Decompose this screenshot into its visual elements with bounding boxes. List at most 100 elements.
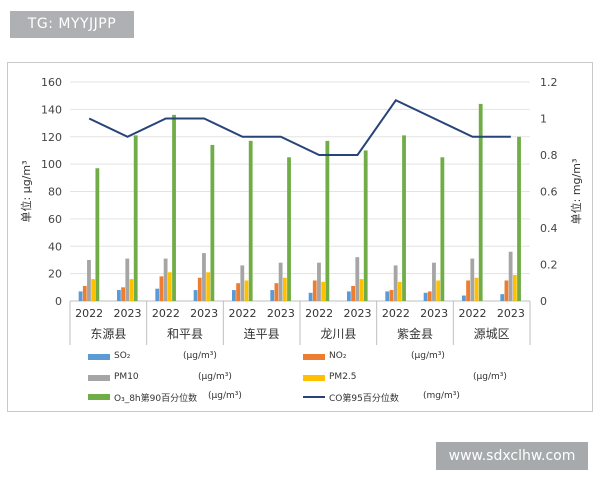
y-axis-title-left: 单位: μg/m³ [19, 160, 33, 222]
legend-label-no2: NO₂ [329, 351, 347, 361]
bar [347, 291, 351, 301]
bar [423, 292, 428, 301]
x-tick-label-year: 2022 [305, 307, 333, 320]
bar [355, 257, 360, 301]
bar [274, 283, 279, 301]
y-tick-label-left: 160 [41, 76, 62, 89]
bar [282, 277, 287, 301]
legend-label-o3: O₃_8h第90百分位数 [114, 394, 198, 404]
bar [278, 262, 283, 301]
bar [321, 281, 326, 301]
bar [462, 295, 466, 301]
x-tick-label-group: 东源县 [90, 327, 126, 341]
legend-unit-no2: (μg/m³) [411, 351, 445, 361]
bar [504, 280, 509, 301]
bar [508, 251, 513, 301]
bar [121, 287, 125, 301]
legend-swatch-pm25 [303, 375, 325, 381]
x-tick-label-group: 连平县 [244, 326, 280, 341]
y-axis-title-right: 单位: mg/m³ [569, 159, 583, 225]
legend-swatch-co [303, 396, 325, 398]
y-tick-label-left: 20 [48, 268, 62, 281]
bar [436, 280, 441, 301]
legend-swatch-so2 [88, 354, 110, 360]
x-tick-label-group: 龙川县 [320, 327, 356, 341]
y-tick-label-left: 100 [41, 158, 62, 171]
bar [155, 288, 160, 301]
bar [389, 290, 394, 301]
bar [474, 277, 479, 301]
bar [95, 168, 100, 301]
y-tick-label-right: 0.2 [540, 259, 558, 272]
chart: 0 20 40 60 80 100 120 140 160 0 0.2 0.4 0.6 0.8 1 1.2 单位… [19, 76, 583, 345]
y-tick-label-left: 140 [41, 103, 62, 116]
bar [163, 258, 168, 301]
bar [466, 280, 470, 301]
bar [78, 291, 83, 301]
chart-frame: 0 20 40 60 80 100 120 140 160 0 0.2 0.4 0.6 0.8 1 1.2 单位… [7, 62, 593, 412]
y-tick-label-left: 0 [55, 295, 62, 308]
x-tick-label-year: 2023 [267, 307, 295, 320]
legend-label-pm25: PM2.5 [329, 372, 357, 382]
tag-badge: TG: MYYJJPP [10, 11, 134, 38]
bar [317, 262, 321, 301]
legend-swatch-o3 [88, 394, 110, 400]
y-tick-label-left: 120 [41, 131, 62, 144]
bar [91, 279, 96, 301]
bar [197, 277, 202, 301]
legend-label-so2: SO₂ [114, 351, 131, 361]
bar [478, 103, 483, 302]
bar [129, 279, 134, 301]
legend-unit-pm25: (μg/m³) [473, 372, 507, 382]
bar [432, 262, 436, 301]
watermark: www.sdxclhw.com [436, 442, 588, 470]
bar [133, 135, 138, 301]
bar [240, 265, 245, 301]
legend-unit-so2: (μg/m³) [183, 351, 217, 361]
x-tick-label-year: 2023 [114, 307, 142, 320]
bar [427, 291, 432, 301]
bar [470, 258, 475, 301]
bar [325, 140, 330, 301]
bar [393, 265, 398, 301]
y-tick-label-left: 40 [48, 240, 62, 253]
y-tick-label-right: 0.8 [540, 149, 558, 162]
x-tick-label-year: 2022 [229, 307, 257, 320]
bar [512, 274, 517, 301]
bar [351, 285, 355, 301]
x-tick-label-year: 2022 [382, 307, 410, 320]
bar [402, 135, 406, 301]
bar [87, 259, 91, 301]
legend-swatch-pm10 [88, 375, 110, 381]
bar [359, 279, 364, 301]
legend-unit-co: (mg/m³) [423, 391, 460, 401]
y-tick-label-right: 0.6 [540, 186, 558, 199]
x-tick-label-group: 源城区 [474, 327, 510, 341]
legend-label-pm10: PM10 [114, 372, 139, 382]
legend-unit-o3: (μg/m³) [208, 391, 242, 401]
bar [117, 290, 121, 301]
y-tick-label-right: 0 [540, 295, 547, 308]
x-tick-label-year: 2022 [152, 307, 180, 320]
bar [440, 157, 445, 301]
x-tick-label-year: 2023 [497, 307, 525, 320]
bar [287, 157, 291, 301]
bar [363, 150, 368, 301]
legend-label-co: CO第95百分位数 [329, 394, 399, 404]
bar [517, 136, 521, 301]
y-tick-label-right: 1.2 [540, 76, 558, 89]
bar [172, 114, 176, 301]
bar [82, 285, 87, 301]
bar [385, 291, 390, 301]
x-tick-label-group: 紫金县 [397, 326, 433, 341]
legend-unit-pm10: (μg/m³) [198, 372, 232, 382]
x-tick-label-year: 2022 [459, 307, 487, 320]
bar [202, 253, 206, 301]
x-tick-label-year: 2023 [420, 307, 448, 320]
bar [236, 283, 240, 301]
bar [232, 290, 236, 301]
bar [270, 290, 275, 301]
bar [167, 272, 172, 301]
bar [244, 280, 249, 301]
bar [248, 140, 253, 301]
